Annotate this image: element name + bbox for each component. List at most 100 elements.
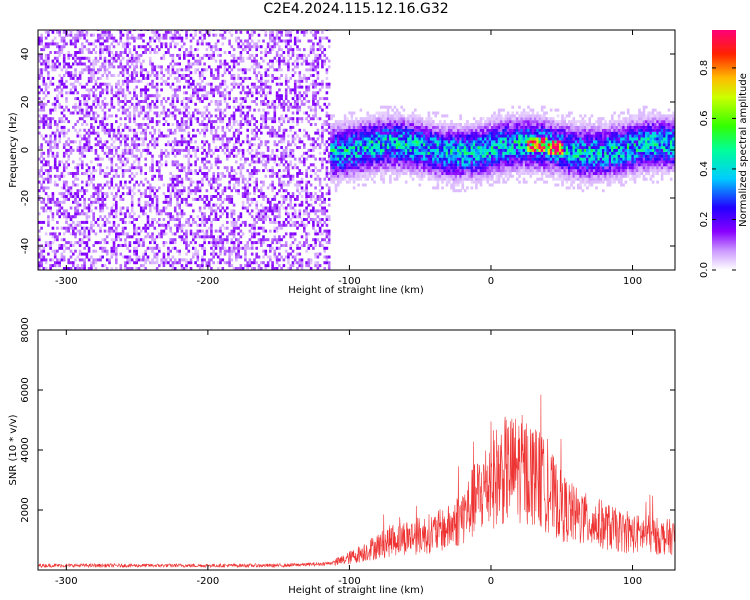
heatmap-cell xyxy=(92,244,95,247)
heatmap-cell xyxy=(144,252,147,256)
heatmap-cell xyxy=(183,123,186,126)
heatmap-cell xyxy=(232,56,236,60)
heatmap-cell xyxy=(207,117,211,121)
heatmap-cell xyxy=(78,102,82,106)
heatmap-cell xyxy=(334,177,338,181)
heatmap-cell xyxy=(144,111,147,115)
heatmap-cell xyxy=(130,209,134,213)
heatmap-cell xyxy=(307,166,311,170)
heatmap-cell xyxy=(164,45,168,49)
heatmap-cell xyxy=(167,189,170,193)
heatmap-cell xyxy=(119,197,123,201)
heatmap-cell xyxy=(196,146,200,149)
heatmap-cell xyxy=(42,91,46,95)
heatmap-cell xyxy=(282,169,286,173)
heatmap-cell xyxy=(178,48,181,52)
heatmap-cell xyxy=(40,56,43,60)
heatmap-cell xyxy=(210,229,213,233)
heatmap-cell xyxy=(78,151,82,155)
heatmap-cell xyxy=(183,223,186,227)
heatmap-cell xyxy=(167,48,170,52)
heatmap-cell xyxy=(269,48,272,52)
heatmap-cell xyxy=(169,45,172,49)
heatmap-cell xyxy=(74,174,77,178)
heatmap-cell xyxy=(42,220,46,224)
heatmap-cell xyxy=(44,62,48,66)
heatmap-cell xyxy=(244,48,247,52)
heatmap-cell xyxy=(216,177,220,181)
heatmap-cell xyxy=(44,203,48,207)
heatmap-cell xyxy=(266,111,270,115)
heatmap-cell xyxy=(282,258,286,262)
heatmap-cell xyxy=(339,120,342,124)
heatmap-cell xyxy=(126,79,129,83)
heatmap-cell xyxy=(255,255,258,259)
heatmap-cell xyxy=(126,76,129,80)
heatmap-cell xyxy=(228,183,231,187)
heatmap-cell xyxy=(144,249,147,253)
heatmap-cell xyxy=(293,105,297,109)
heatmap-cell xyxy=(115,226,118,230)
heatmap-cell xyxy=(255,134,258,138)
heatmap-cell xyxy=(158,186,161,190)
heatmap-cell xyxy=(167,123,170,126)
heatmap-cell xyxy=(167,151,170,155)
heatmap-cell xyxy=(153,206,157,210)
heatmap-cell xyxy=(149,241,152,245)
heatmap-cell xyxy=(318,209,322,213)
heatmap-cell xyxy=(291,174,295,178)
heatmap-cell xyxy=(160,151,163,155)
heatmap-cell xyxy=(69,76,73,80)
heatmap-cell xyxy=(110,246,114,250)
heatmap-cell xyxy=(176,100,179,103)
heatmap-cell xyxy=(298,203,302,207)
heatmap-cell xyxy=(210,177,213,181)
heatmap-cell xyxy=(144,45,147,49)
heatmap-cell xyxy=(135,154,138,158)
heatmap-cell xyxy=(38,108,41,112)
heatmap-cell xyxy=(205,114,209,118)
heatmap-cell xyxy=(160,261,163,265)
heatmap-cell xyxy=(178,203,181,207)
heatmap-cell xyxy=(194,30,197,34)
heatmap-cell xyxy=(158,264,161,268)
heatmap-cell xyxy=(248,258,252,262)
heatmap-cell xyxy=(90,264,93,268)
heatmap-cell xyxy=(151,186,154,190)
heatmap-cell xyxy=(250,172,254,175)
heatmap-cell xyxy=(72,200,75,204)
heatmap-cell xyxy=(65,218,68,221)
heatmap-cell xyxy=(210,131,213,135)
heatmap-cell xyxy=(155,261,159,265)
heatmap-cell xyxy=(94,192,98,196)
heatmap-cell xyxy=(53,134,57,138)
heatmap-cell xyxy=(139,172,143,175)
heatmap-cell xyxy=(214,59,218,63)
heatmap-cell xyxy=(325,215,329,219)
heatmap-cell xyxy=(94,97,98,101)
heatmap-cell xyxy=(318,252,322,256)
heatmap-cell xyxy=(62,169,66,173)
heatmap-cell xyxy=(316,91,320,95)
heatmap-cell xyxy=(117,53,120,57)
heatmap-cell xyxy=(149,183,152,187)
heatmap-cell xyxy=(262,261,265,265)
heatmap-cell xyxy=(56,183,59,187)
heatmap-cell xyxy=(110,128,114,132)
heatmap-cell xyxy=(51,108,55,112)
heatmap-cell xyxy=(47,42,50,46)
heatmap-cell xyxy=(85,105,89,109)
heatmap-cell xyxy=(128,186,132,190)
heatmap-cell xyxy=(44,244,48,247)
heatmap-cell xyxy=(230,177,234,181)
heatmap-cell xyxy=(155,82,159,86)
heatmap-cell xyxy=(273,134,277,138)
heatmap-cell xyxy=(332,151,335,155)
heatmap-cell xyxy=(167,215,170,219)
heatmap-cell xyxy=(275,105,279,109)
heatmap-cell xyxy=(183,85,186,89)
heatmap-cell xyxy=(244,258,247,262)
heatmap-cell xyxy=(305,76,308,80)
heatmap-cell xyxy=(327,137,331,141)
heatmap-cell xyxy=(96,100,100,103)
